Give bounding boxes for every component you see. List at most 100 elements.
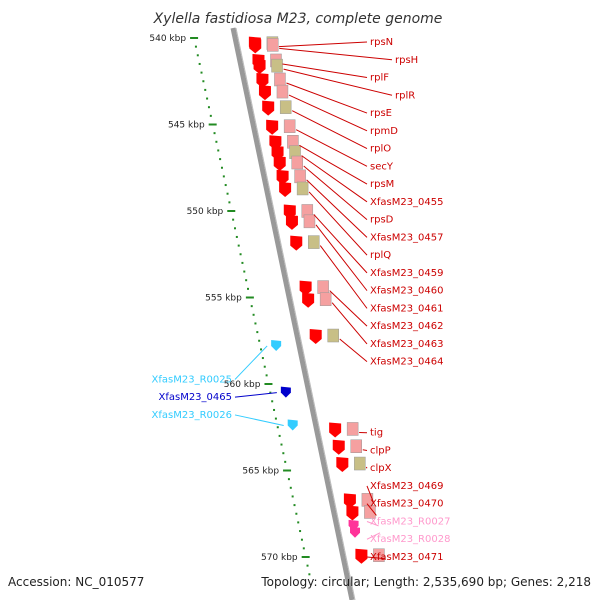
gene-arrow[interactable] [355,548,368,564]
accession-text: Accession: NC_010577 [8,575,144,589]
gene-arrow[interactable] [346,505,359,521]
label-leader [366,521,379,527]
gene-arrow[interactable] [280,386,291,398]
scale-label: 560 kbp [224,380,261,390]
gene-arrow[interactable] [336,457,349,473]
gene-annotation-block [354,456,366,471]
feature-label[interactable]: rpsD [370,215,394,226]
gene-arrow[interactable] [273,156,286,172]
gene-arrow[interactable] [262,100,275,116]
label-leader [295,129,368,167]
label-leader [308,191,368,256]
label-leader [365,466,368,469]
label-leader [282,63,368,79]
label-leader [278,41,368,48]
label-leader [286,82,368,114]
feature-label[interactable]: rpsE [370,108,392,119]
feature-label[interactable]: tig [370,428,383,439]
feature-label[interactable]: XfasM23_0470 [370,499,444,510]
feature-label[interactable]: XfasM23_0465 [158,392,232,403]
feature-label[interactable]: rpsH [395,55,418,66]
gene-arrow[interactable] [332,439,345,455]
gene-arrow[interactable] [266,119,279,135]
scale-label: 570 kbp [261,553,298,563]
gene-annotation-block [373,548,385,562]
label-leader [366,532,381,540]
label-leader [283,68,393,96]
gene-annotation-block [327,328,339,343]
gene-annotation-block [296,181,309,196]
label-leader [288,94,368,132]
page-title: Xylella fastidiosa M23, complete genome [153,11,443,27]
gene-annotation-block [283,119,296,133]
feature-label[interactable]: XfasM23_0463 [370,339,444,350]
gene-arrow[interactable] [258,85,271,101]
label-leader [366,556,386,560]
gene-arrow[interactable] [256,72,269,88]
gene-arrow[interactable] [290,235,303,251]
scale-label: 555 kbp [205,294,242,304]
feature-label[interactable]: rpsM [370,179,394,190]
scale-label: 550 kbp [187,207,224,217]
gene-annotation-block [308,235,320,249]
gene-annotation-block [303,214,316,229]
feature-label[interactable]: XfasM23_0455 [370,197,444,208]
feature-label[interactable]: XfasM23_R0028 [370,534,450,545]
feature-label[interactable]: XfasM23_0460 [370,286,444,297]
gene-arrow[interactable] [285,214,298,230]
scale-ruler: 540 kbp 545 kbp 550 kbp 555 kbp 560 kbp 565 k… [149,34,311,576]
gene-annotation-block [346,422,359,436]
label-leader [339,338,368,363]
feature-label[interactable]: rplF [370,73,389,84]
gene-arrow[interactable] [287,419,298,431]
label-leader [301,155,368,203]
feature-label[interactable]: XfasM23_0471 [370,552,444,563]
feature-label[interactable]: XfasM23_0459 [370,268,444,279]
gene-arrow[interactable] [302,292,315,308]
label-leader [279,47,393,61]
feature-label[interactable]: clpP [370,445,391,456]
feature-label[interactable]: XfasM23_R0025 [152,374,232,385]
gene-arrow[interactable] [276,169,289,185]
label-leader [291,110,368,149]
genome-backbone [230,27,355,600]
label-leader [313,214,368,274]
gene-annotation-block [294,169,306,184]
gene-arrow[interactable] [299,280,312,296]
feature-label[interactable]: rplR [395,90,415,101]
scale-label: 565 kbp [242,467,279,477]
feature-label[interactable]: XfasM23_0461 [370,303,444,314]
feature-label[interactable]: secY [370,161,394,172]
label-leader [234,345,268,380]
gene-arrow[interactable] [253,59,266,75]
feature-label[interactable]: rpsN [370,37,393,48]
gene-arrow[interactable] [249,38,262,54]
feature-label[interactable]: rplO [370,144,391,155]
feature-blocks [248,36,385,564]
gene-annotation-block [317,280,329,294]
feature-label[interactable]: XfasM23_R0026 [152,410,232,421]
gene-annotation-block [350,439,362,453]
gene-arrow[interactable] [329,422,342,438]
feature-label[interactable]: clpX [370,463,392,474]
scale-label: 545 kbp [168,121,205,131]
feature-label[interactable]: XfasM23_R0027 [370,516,450,527]
label-leader [366,485,375,504]
feature-label[interactable]: rplQ [370,250,391,261]
gene-arrow[interactable] [350,526,361,538]
feature-label[interactable]: XfasM23_0457 [370,232,444,243]
feature-label[interactable]: XfasM23_0464 [370,357,444,368]
gene-arrow[interactable] [279,181,292,197]
feature-label[interactable]: rpmD [370,126,398,137]
gene-arrow[interactable] [309,329,322,345]
gene-arrow[interactable] [343,493,356,509]
label-leader [362,449,368,451]
gene-arrow[interactable] [271,339,282,351]
label-leader [331,302,368,345]
gene-annotation-block [274,72,286,87]
label-leader [306,179,368,238]
feature-label[interactable]: XfasM23_0469 [370,481,444,492]
feature-label[interactable]: XfasM23_0462 [370,321,444,332]
